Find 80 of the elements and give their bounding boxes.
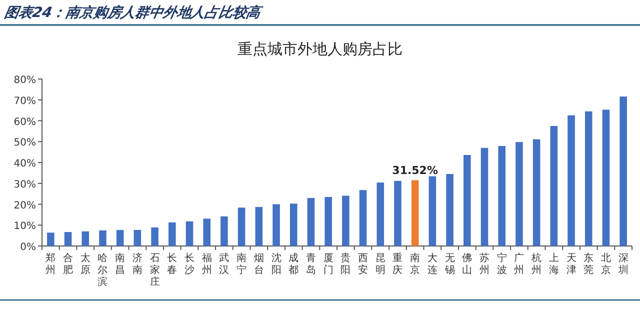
x-tick-label: 武汉 [219, 252, 230, 276]
x-tick-label: 东莞 [584, 252, 594, 276]
x-tick-label: 杭州 [530, 252, 542, 276]
y-tick-label: 40% [14, 158, 36, 170]
x-tick-label: 哈尔滨 [98, 252, 108, 288]
bar [307, 198, 315, 246]
bar [272, 204, 280, 246]
bar [602, 110, 610, 246]
x-tick-label: 苏州 [480, 252, 490, 276]
bar [99, 230, 106, 246]
bar [464, 154, 471, 246]
y-tick-label: 70% [14, 96, 36, 107]
x-tick-label: 北京 [600, 252, 611, 276]
bar [359, 190, 367, 246]
bar [532, 139, 540, 246]
bar [255, 206, 263, 246]
x-tick-label: 深圳 [617, 252, 628, 276]
bar [584, 111, 592, 246]
bar [620, 96, 627, 246]
x-tick-label: 厦门 [323, 253, 334, 276]
x-tick-label: 郑州 [46, 252, 56, 276]
bar [498, 146, 506, 246]
x-tick-label: 宁波 [496, 252, 507, 276]
x-tick-label: 广州 [514, 252, 524, 276]
x-tick-label: 上海 [548, 252, 559, 276]
bar [376, 182, 384, 246]
y-tick-label: 20% [14, 200, 36, 212]
x-tick-label: 烟台 [254, 252, 264, 276]
x-tick-label: 石家庄 [150, 253, 160, 288]
y-tick-label: 0% [20, 242, 36, 253]
bar [134, 230, 142, 246]
x-tick-label: 沈阳 [271, 252, 282, 276]
y-tick-label: 30% [14, 179, 36, 190]
x-tick-label: 福州 [202, 252, 212, 276]
x-tick-label: 贵阳 [340, 252, 351, 276]
x-tick-label: 长春 [167, 252, 178, 276]
x-tick-label: 济南 [132, 252, 142, 276]
x-tick-label: 成都 [288, 252, 299, 276]
bar [220, 216, 228, 246]
bar [568, 115, 575, 246]
x-tick-label: 佛山 [462, 253, 472, 276]
bar [394, 180, 402, 246]
bar [203, 218, 210, 246]
bar [446, 174, 454, 246]
bar [47, 232, 54, 246]
x-tick-label: 天津 [566, 253, 576, 276]
bar [64, 232, 72, 246]
y-tick-label: 10% [14, 221, 36, 232]
x-tick-label: 青岛 [306, 252, 316, 276]
y-tick-label: 80% [14, 75, 36, 86]
bar [516, 142, 523, 246]
x-tick-label: 南昌 [115, 252, 126, 276]
x-tick-label: 合肥 [63, 252, 74, 276]
x-tick-label: 大连 [427, 252, 438, 276]
bar [186, 221, 194, 246]
bar [151, 227, 158, 246]
bar [480, 148, 488, 246]
bar [82, 231, 90, 246]
data-label: 31.52% [392, 164, 438, 178]
x-tick-label: 南京 [410, 252, 420, 276]
x-tick-label: 太原 [80, 252, 90, 276]
y-tick-label: 60% [14, 116, 36, 128]
bar [342, 196, 350, 246]
bar [168, 222, 176, 246]
bar [238, 208, 246, 246]
chart-title: 图表24：南京购房人群中外地人占比较高 [3, 4, 265, 21]
bar [411, 180, 419, 246]
bar [428, 176, 436, 246]
chart-subtitle: 重点城市外地人购房占比 [238, 40, 402, 58]
bar [116, 230, 124, 246]
x-tick-label: 重庆 [392, 252, 403, 276]
x-tick-label: 西安 [358, 253, 368, 276]
bar [290, 204, 298, 246]
x-tick-label: 长沙 [184, 252, 194, 276]
x-tick-label: 南宁 [236, 252, 247, 276]
bar [324, 196, 332, 246]
y-tick-label: 50% [14, 138, 36, 149]
bar [550, 126, 558, 246]
x-tick-label: 昆明 [375, 253, 386, 276]
x-tick-label: 无锡 [444, 253, 455, 276]
